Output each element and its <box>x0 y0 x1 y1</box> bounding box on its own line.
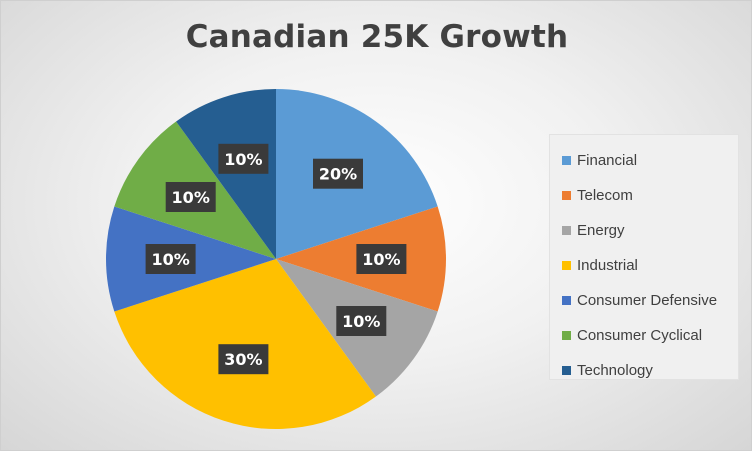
data-label-technology: 10% <box>218 143 269 174</box>
legend-item-consumer-defensive: Consumer Defensive <box>550 283 738 318</box>
legend-item-consumer-cyclical: Consumer Cyclical <box>550 318 738 353</box>
pie-slice-industrial <box>114 259 376 429</box>
data-label-consumer-cyclical: 10% <box>165 182 216 212</box>
data-label-text: 10% <box>362 250 400 269</box>
data-label-consumer-defensive: 10% <box>145 244 196 274</box>
legend-item-energy: Energy <box>550 213 738 248</box>
legend-swatch <box>562 226 571 235</box>
legend-label: Telecom <box>577 187 633 204</box>
legend-swatch <box>562 366 571 375</box>
legend-swatch <box>562 331 571 340</box>
data-label-telecom: 10% <box>356 244 407 274</box>
data-label-box <box>313 158 363 189</box>
data-label-text: 10% <box>342 312 380 331</box>
data-label-text: 20% <box>319 165 357 184</box>
legend-item-technology: Technology <box>550 353 738 388</box>
data-label-text: 10% <box>151 250 189 269</box>
data-label-box <box>218 344 269 375</box>
data-label-text: 30% <box>224 350 262 369</box>
data-label-text: 10% <box>224 150 262 169</box>
data-label-box <box>145 244 196 274</box>
legend-label: Industrial <box>577 257 638 274</box>
data-label-industrial: 30% <box>218 344 269 375</box>
legend-label: Consumer Cyclical <box>577 327 703 344</box>
legend-label: Financial <box>577 152 638 169</box>
legend-item-industrial: Industrial <box>550 248 738 283</box>
data-label-text: 10% <box>172 188 210 207</box>
legend-swatch <box>562 156 571 165</box>
legend-swatch <box>562 296 571 305</box>
legend-swatch <box>562 261 571 270</box>
legend-label: Technology <box>577 362 653 379</box>
legend-swatch <box>562 191 571 200</box>
legend-label: Energy <box>577 222 625 239</box>
chart-title: Canadian 25K Growth <box>185 19 569 55</box>
legend: Financial Telecom Energy Industrial Consumer… <box>549 134 739 380</box>
data-label-box <box>218 143 269 174</box>
data-label-box <box>356 244 407 274</box>
legend-label: Consumer Defensive <box>577 292 718 309</box>
data-label-energy: 10% <box>336 306 387 336</box>
legend-item-telecom: Telecom <box>550 178 738 213</box>
data-label-financial: 20% <box>313 158 363 189</box>
pie-slice-technology <box>176 89 276 259</box>
data-label-box <box>336 306 387 336</box>
legend-item-financial: Financial <box>550 143 738 178</box>
data-label-box <box>165 182 216 212</box>
